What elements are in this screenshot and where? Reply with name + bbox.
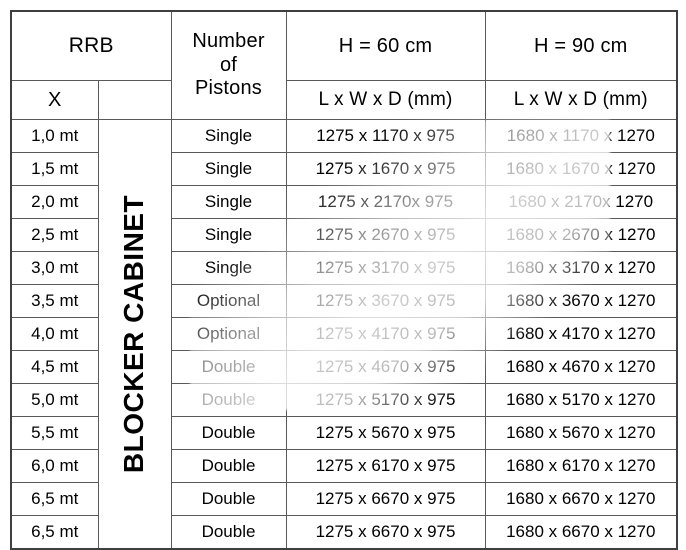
cell-piston-count: Double <box>170 416 287 450</box>
cell-x-length: 6,0 mt <box>10 449 99 483</box>
header-pistons-line-3: Pistons <box>195 77 263 100</box>
cell-x-length: 4,0 mt <box>10 317 99 351</box>
cell-dimensions-h90: 1680 x 5170 x 1270 <box>484 383 678 417</box>
cell-piston-count: Double <box>170 449 287 483</box>
blocker-cabinet-spec-table: RRB Number of Pistons H = 60 cm H = 90 c… <box>10 10 679 550</box>
cell-dimensions-h90: 1680 x 1170 x 1270 <box>484 119 678 153</box>
cell-x-length: 6,5 mt <box>10 515 99 550</box>
header-row-1: RRB Number of Pistons H = 60 cm H = 90 c… <box>10 10 678 120</box>
cell-x-length: 3,0 mt <box>10 251 99 285</box>
cell-x-length: 5,0 mt <box>10 383 99 417</box>
cell-dimensions-h90: 1680 x 3670 x 1270 <box>484 284 678 318</box>
cell-piston-count: Optional <box>170 317 287 351</box>
cell-dimensions-h90: 1680 x 6670 x 1270 <box>484 482 678 516</box>
spec-table-container: RRB Number of Pistons H = 60 cm H = 90 c… <box>10 10 679 550</box>
cell-x-length: 4,5 mt <box>10 350 99 384</box>
table-row: 6,0 mt Double 1275 x 6170 x 975 1680 x 6170… <box>10 449 678 483</box>
header-dims-h60: L x W x D (mm) <box>285 80 486 120</box>
cell-dimensions-h90: 1680 x 6670 x 1270 <box>484 515 678 550</box>
cell-piston-count: Double <box>170 482 287 516</box>
table-body: 1,0 mt BLOCKER CABINET Single 1275 x 1170 x… <box>10 119 678 550</box>
cell-dimensions-h60: 1275 x 3170 x 975 <box>285 251 486 285</box>
cell-dimensions-h60: 1275 x 3670 x 975 <box>285 284 486 318</box>
cell-dimensions-h60: 1275 x 4670 x 975 <box>285 350 486 384</box>
cell-dimensions-h90: 1680 x 2670 x 1270 <box>484 218 678 252</box>
cell-dimensions-h90: 1680 x 6170 x 1270 <box>484 449 678 483</box>
header-height-90: H = 90 cm <box>484 10 678 81</box>
header-blank-cell <box>97 80 172 120</box>
header-height-60: H = 60 cm <box>285 10 486 81</box>
cell-x-length: 1,5 mt <box>10 152 99 186</box>
cell-x-length: 2,5 mt <box>10 218 99 252</box>
cell-dimensions-h60: 1275 x 4170 x 975 <box>285 317 486 351</box>
vertical-label-wrapper: BLOCKER CABINET <box>99 120 171 548</box>
cell-piston-count: Double <box>170 350 287 384</box>
header-pistons-line-2: of <box>219 53 238 76</box>
header-x: X <box>10 80 99 120</box>
cell-piston-count: Single <box>170 119 287 153</box>
cell-x-length: 3,5 mt <box>10 284 99 318</box>
cell-dimensions-h60: 1275 x 1670 x 975 <box>285 152 486 186</box>
cell-piston-count: Optional <box>170 284 287 318</box>
header-number-of-pistons: Number of Pistons <box>170 10 287 120</box>
cell-dimensions-h90: 1680 x 1670 x 1270 <box>484 152 678 186</box>
header-dims-h90: L x W x D (mm) <box>484 80 678 120</box>
cell-dimensions-h60: 1275 x 6670 x 975 <box>285 482 486 516</box>
cell-piston-count: Double <box>170 515 287 550</box>
cell-piston-count: Single <box>170 251 287 285</box>
cell-dimensions-h60: 1275 x 5170 x 975 <box>285 383 486 417</box>
cell-dimensions-h90: 1680 x 4170 x 1270 <box>484 317 678 351</box>
cell-piston-count: Single <box>170 152 287 186</box>
cell-dimensions-h90: 1680 x 5670 x 1270 <box>484 416 678 450</box>
vertical-label-text: BLOCKER CABINET <box>118 194 150 474</box>
cell-piston-count: Double <box>170 383 287 417</box>
cell-dimensions-h90: 1680 x 2170x 1270 <box>484 185 678 219</box>
header-row-2: X L x W x D (mm) L x W x D (mm) <box>10 80 678 120</box>
cell-x-length: 5,5 mt <box>10 416 99 450</box>
table-row: 1,0 mt BLOCKER CABINET Single 1275 x 1170 x… <box>10 119 678 550</box>
cell-piston-count: Single <box>170 185 287 219</box>
table-row: 5,5 mt Double 1275 x 5670 x 975 1680 x 5670… <box>10 416 678 450</box>
cell-dimensions-h60: 1275 x 2170x 975 <box>285 185 486 219</box>
cell-dimensions-h60: 1275 x 6170 x 975 <box>285 449 486 483</box>
cell-x-length: 6,5 mt <box>10 482 99 516</box>
vertical-blocker-cabinet-label: BLOCKER CABINET <box>97 119 172 550</box>
cell-dimensions-h90: 1680 x 3170 x 1270 <box>484 251 678 285</box>
cell-dimensions-h90: 1680 x 4670 x 1270 <box>484 350 678 384</box>
cell-dimensions-h60: 1275 x 5670 x 975 <box>285 416 486 450</box>
cell-x-length: 1,0 mt <box>10 119 99 153</box>
cell-dimensions-h60: 1275 x 1170 x 975 <box>285 119 486 153</box>
table-header: RRB Number of Pistons H = 60 cm H = 90 c… <box>10 10 678 120</box>
header-pistons-line-1: Number <box>192 30 265 53</box>
cell-piston-count: Single <box>170 218 287 252</box>
cell-dimensions-h60: 1275 x 6670 x 975 <box>285 515 486 550</box>
cell-x-length: 2,0 mt <box>10 185 99 219</box>
cell-dimensions-h60: 1275 x 2670 x 975 <box>285 218 486 252</box>
header-rrb: RRB <box>10 10 172 81</box>
